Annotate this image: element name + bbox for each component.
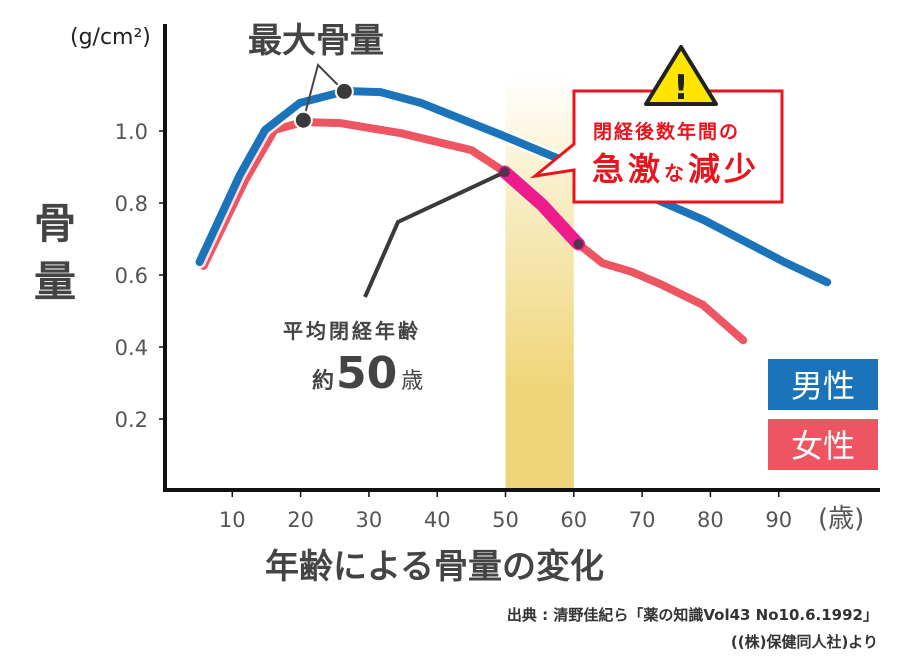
legend-swatch-女性 [768,419,878,470]
peak-point-1 [293,110,313,130]
legend-swatch-男性 [768,359,878,410]
peak-point-0 [334,81,354,101]
y-tick-label-0.4: 0.4 [115,336,148,360]
menopause-prefix: 約 [312,368,334,394]
callout-box [529,89,784,204]
svg-text:!: ! [673,68,689,108]
warning-triangle-icon: ! [644,45,718,108]
menopause-suffix: 歳 [401,369,423,394]
y-unit-label: (g/cm²) [70,25,151,50]
x-tick-label-40: 40 [424,508,451,532]
callout-line1: 閉経後数年間の [593,120,740,143]
x-tick-label-30: 30 [356,508,383,532]
x-tick-label-60: 60 [560,508,587,532]
menopause-number: 50 [336,348,397,399]
menopause-age: 約50 歳 [312,348,423,399]
x-tick-label-20: 20 [287,508,314,532]
source-line2: ((株)保健同人社)より [731,633,878,651]
source-line1: 出典 : 清野佳紀ら「薬の知識Vol43 No10.6.1992」 [507,606,878,624]
y-tick-label-1: 1.0 [115,120,148,144]
y-tick-label-0.2: 0.2 [115,408,148,432]
y-tick-label-0.6: 0.6 [115,264,148,288]
x-tick-label-90: 90 [765,508,792,532]
segment-endpoint-0 [499,167,510,178]
legend-label-女性: 女性 [791,427,855,465]
x-tick-label-80: 80 [697,508,724,532]
y-axis-title: 骨 [34,199,76,248]
menopause-pointer-line [363,170,506,298]
callout-line2: 急激な減少 [592,150,756,188]
peak-pointer-line [302,63,346,121]
peak-label: 最大骨量 [248,21,384,61]
segment-endpoint-1 [573,239,584,250]
chart-title: 年齢による骨量の変化 [265,547,604,587]
y-tick-label-0.8: 0.8 [115,192,148,216]
y-axis-title-2: 量 [34,257,76,306]
menopause-label: 平均閉経年齢 [283,319,421,343]
x-tick-label-70: 70 [629,508,656,532]
x-unit-label: (歳) [818,504,864,534]
x-tick-label-10: 10 [219,508,246,532]
series-line-男性 [195,87,832,287]
x-tick-label-50: 50 [492,508,519,532]
legend-label-男性: 男性 [791,367,855,405]
